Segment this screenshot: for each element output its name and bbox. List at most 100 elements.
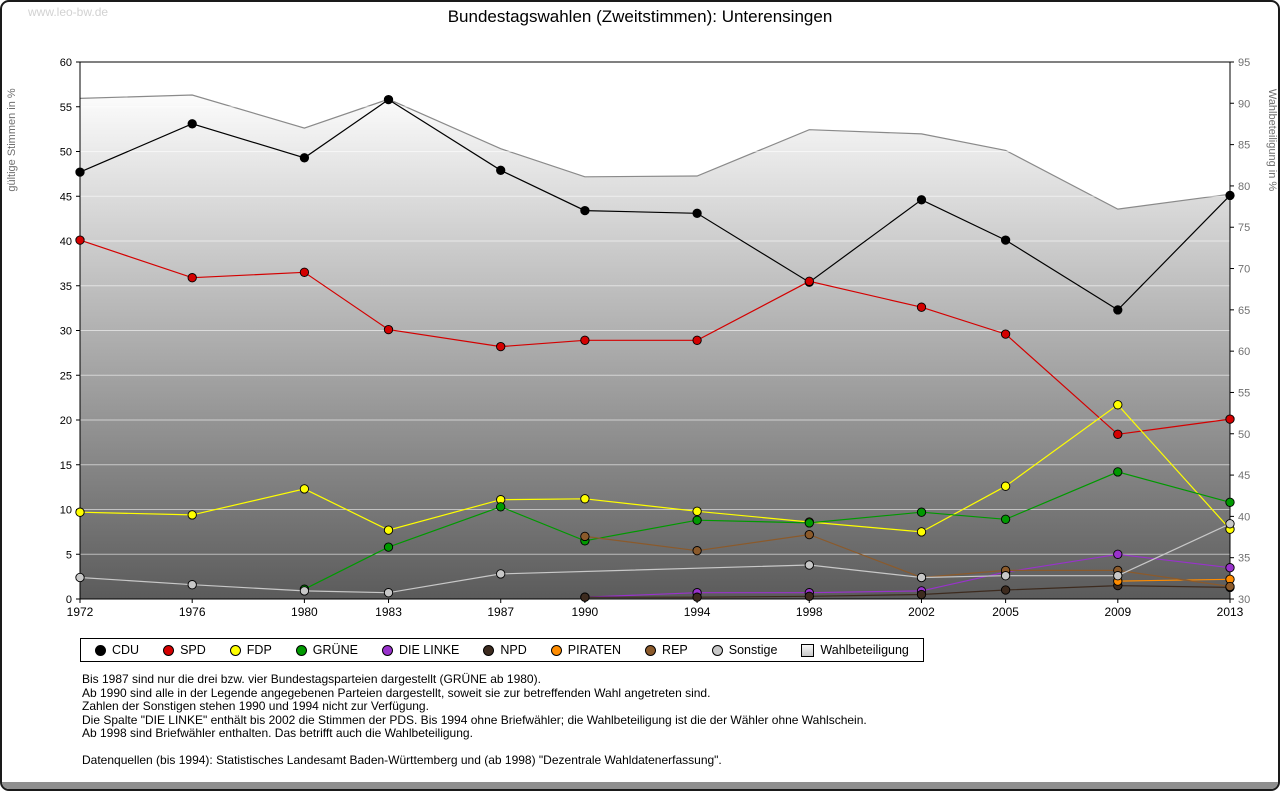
series-spd xyxy=(75,235,1235,439)
legend-label: FDP xyxy=(246,643,272,657)
data-point xyxy=(580,531,590,542)
right-tick-label: 80 xyxy=(1238,181,1250,193)
data-point xyxy=(916,195,927,205)
year-tick-label: 1983 xyxy=(375,605,402,619)
data-point xyxy=(1000,514,1011,524)
data-point xyxy=(580,205,590,216)
data-point xyxy=(916,507,927,517)
data-point xyxy=(75,572,85,583)
footnote-line: Ab 1998 sind Briefwähler enthalten. Das … xyxy=(82,726,473,740)
data-point xyxy=(692,335,702,345)
data-point xyxy=(496,569,506,579)
series-grüne xyxy=(299,467,1235,594)
election-line-chart: 0 5 10 15 20 25 30 35 40 45 50 55 60 30 35 40 45 50 55 60 65… xyxy=(6,57,1278,619)
left-tick-label: 30 xyxy=(60,326,72,338)
data-point xyxy=(692,546,702,556)
legend-item-fdp: FDP xyxy=(229,643,272,657)
data-point xyxy=(299,267,310,277)
legend-marker-icon xyxy=(163,644,175,656)
footnote-line: Zahlen der Sonstigen stehen 1990 und 199… xyxy=(82,699,429,713)
right-tick-label: 75 xyxy=(1238,222,1250,234)
legend-item-grüne: GRÜNE xyxy=(295,643,358,657)
left-tick-label: 60 xyxy=(60,57,72,69)
data-point xyxy=(916,589,927,600)
year-tick-label: 2013 xyxy=(1217,605,1244,619)
data-point xyxy=(580,592,590,602)
gridlines xyxy=(80,106,1230,555)
data-point xyxy=(692,506,702,516)
data-point xyxy=(916,572,927,583)
right-tick-label: 50 xyxy=(1238,429,1250,441)
legend-label: GRÜNE xyxy=(312,643,358,657)
legend-label: CDU xyxy=(112,643,140,657)
year-tick-label: 2009 xyxy=(1104,605,1131,619)
data-point xyxy=(1000,571,1011,581)
year-tick-label: 2005 xyxy=(992,605,1019,619)
data-point xyxy=(1225,563,1235,573)
right-tick-label: 95 xyxy=(1238,57,1250,69)
legend-item-sonstige: Sonstige xyxy=(711,643,777,657)
data-point xyxy=(1225,497,1235,507)
data-point xyxy=(804,529,814,540)
data-point xyxy=(580,335,590,345)
legend-label: Wahlbeteiligung xyxy=(820,643,909,657)
right-tick-label: 30 xyxy=(1238,594,1250,606)
data-point xyxy=(496,341,506,352)
right-tick-label: 55 xyxy=(1238,387,1250,399)
right-axis-title: Wahlbeteiligung in % xyxy=(1266,89,1278,192)
data-point xyxy=(804,276,814,286)
data-point xyxy=(187,510,197,520)
footnote-line: Die Spalte "DIE LINKE" enthält bis 2002 … xyxy=(82,712,867,727)
year-tick-label: 1972 xyxy=(67,605,94,619)
chart-footnotes: Bis 1987 sind nur die drei bzw. vier Bun… xyxy=(82,672,867,767)
legend-marker-icon xyxy=(483,644,495,656)
left-tick-label: 40 xyxy=(60,236,72,248)
axes: 0 5 10 15 20 25 30 35 40 45 50 55 60 30 35 40 45 50 55 60 65… xyxy=(60,57,1251,619)
legend-marker-icon xyxy=(381,644,393,656)
right-tick-label: 45 xyxy=(1238,470,1250,482)
data-point xyxy=(1113,429,1123,439)
right-tick-label: 70 xyxy=(1238,264,1250,276)
footnote-line: Bis 1987 sind nur die drei bzw. vier Bun… xyxy=(82,672,541,686)
data-point xyxy=(299,586,310,596)
legend-marker-icon xyxy=(95,644,106,656)
year-tick-label: 1994 xyxy=(684,605,711,619)
legend-item-rep: REP xyxy=(645,643,688,657)
data-point xyxy=(1225,414,1235,424)
data-point xyxy=(692,208,702,218)
data-point xyxy=(1225,190,1235,201)
data-point xyxy=(383,525,394,535)
data-point xyxy=(1225,581,1235,592)
year-tick-label: 1980 xyxy=(291,605,318,619)
data-point xyxy=(580,494,590,504)
legend-item-die-linke: DIE LINKE xyxy=(381,643,459,657)
data-point xyxy=(1000,329,1011,339)
legend-label: SPD xyxy=(180,643,206,657)
data-point xyxy=(299,153,310,163)
data-point xyxy=(1000,585,1011,595)
year-tick-label: 1976 xyxy=(179,605,206,619)
data-point xyxy=(804,518,814,528)
legend-marker-icon xyxy=(295,644,307,656)
legend-item-spd: SPD xyxy=(163,643,206,657)
data-point xyxy=(383,542,394,552)
legend-marker-icon xyxy=(645,644,657,656)
data-point xyxy=(496,502,506,512)
data-point xyxy=(804,560,814,570)
legend-item-cdu: CDU xyxy=(95,643,139,657)
data-point xyxy=(1000,481,1011,491)
legend-label: NPD xyxy=(500,643,527,657)
data-point xyxy=(383,588,394,598)
data-point xyxy=(692,592,702,602)
right-tick-label: 40 xyxy=(1238,511,1250,523)
right-tick-label: 35 xyxy=(1238,553,1250,565)
left-tick-label: 0 xyxy=(66,594,72,606)
data-point xyxy=(916,302,927,312)
data-point xyxy=(916,527,927,537)
data-source-line: Datenquellen (bis 1994): Statistisches L… xyxy=(82,752,722,767)
left-tick-label: 5 xyxy=(66,549,72,561)
chart-legend: CDU SPD FDP GRÜNE DIE LINKE NPD PIRATEN REP Sons… xyxy=(80,638,924,662)
data-point xyxy=(187,580,197,590)
left-tick-label: 15 xyxy=(60,460,72,472)
